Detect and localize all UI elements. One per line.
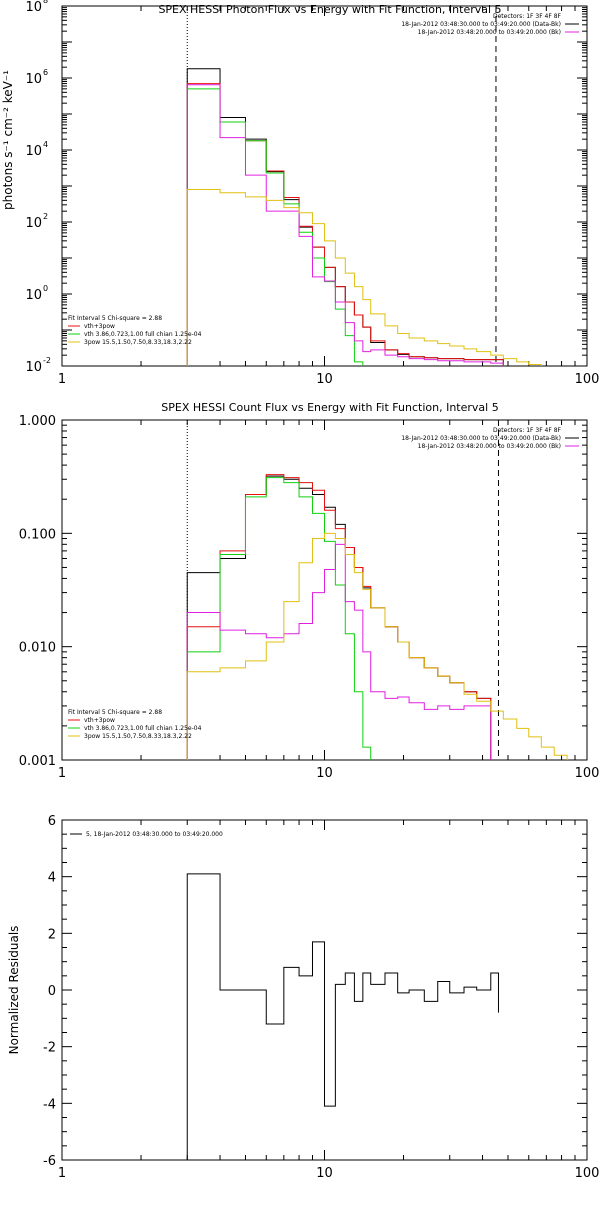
series-vth-3pow-line: [186, 474, 492, 760]
series-group-2: [186, 873, 499, 1160]
photon-flux-panel: SPEX HESSI Photon Flux vs Energy with Fi…: [1, 0, 599, 387]
fit-summary-text: Fit Interval 5 Chi-square = 2.88: [68, 315, 162, 322]
series-3pow-line: [186, 188, 542, 366]
residuals-panel: Normalized Residuals 1 10 100 -6 -4 -2 0 2 4 6 5, …: [7, 814, 599, 1181]
fit-summary-text: Fit Interval 5 Chi-square = 2.88: [68, 709, 162, 716]
legend-entry-text: 18-Jan-2012 03:48:30.000 to 03:49:20.000…: [401, 21, 561, 28]
y-tick-label: -6: [43, 1154, 56, 1169]
series-group-0: [186, 68, 542, 366]
legend-entry-text: 5, 18-Jan-2012 03:48:30.000 to 03:49:20.…: [86, 831, 223, 838]
y-tick-label-exponent: 0: [43, 284, 48, 293]
y-tick-label: -2: [43, 1041, 56, 1056]
legend-entry-text: vth+3pow: [84, 323, 115, 330]
legend-entry-text: Detectors: 1F 3F 4F 8F: [493, 13, 562, 20]
series-data-bk-line: [186, 475, 492, 760]
legend-entry-text: 18-Jan-2012 03:48:20.000 to 03:49:20.000…: [418, 443, 561, 450]
x-tick-label: 100: [575, 1166, 600, 1181]
y-tick-label-exponent: 8: [43, 0, 48, 5]
count-flux-title: SPEX HESSI Count Flux vs Energy with Fit…: [161, 401, 498, 414]
y-tick-label-exponent: -2: [43, 356, 51, 365]
x-tick-label: 10: [316, 372, 333, 387]
y-tick-label: 0.001: [19, 754, 56, 769]
y-tick-label-base: 10: [25, 216, 42, 231]
legend-entry-text: 3pow 15.5,1.50,7.50,8.33,18.3,2.22: [84, 339, 192, 346]
y-tick-label-base: 10: [25, 144, 42, 159]
legend-entry-text: vth+3pow: [84, 717, 115, 724]
series-bk-line: [186, 84, 504, 366]
y-tick-label: 4: [48, 871, 56, 886]
y-tick-label-exponent: 2: [43, 212, 48, 221]
y-tick-label-exponent: 6: [43, 68, 48, 77]
y-tick-label: 0.010: [19, 641, 56, 656]
y-tick-label-base: 10: [25, 0, 42, 15]
x-tick-label: 1: [58, 766, 66, 781]
x-tick-label: 10: [316, 1166, 333, 1181]
y-tick-label: -4: [43, 1097, 56, 1112]
y-tick-label: 0: [48, 984, 56, 999]
x-tick-label: 1: [58, 372, 66, 387]
series-group-1: [186, 474, 568, 760]
series-3pow-line: [186, 532, 568, 760]
legend-entry-text: Detectors: 1F 3F 4F 8F: [493, 427, 562, 434]
legend-entry-text: 18-Jan-2012 03:48:20.000 to 03:49:20.000…: [418, 29, 561, 36]
legend-entry-text: vth 3.86,0.723,1.00 full chian 1.25e-04: [84, 331, 202, 338]
legend-entry-text: 3pow 15.5,1.50,7.50,8.33,18.3,2.22: [84, 733, 192, 740]
y-tick-label: 6: [48, 814, 56, 829]
x-tick-label: 10: [316, 766, 333, 781]
y-tick-label: 2: [48, 927, 56, 942]
photon-flux-y-axis-label: photons s⁻¹ cm⁻² keV⁻¹: [1, 70, 15, 210]
count-flux-panel: SPEX HESSI Count Flux vs Energy with Fit…: [19, 401, 600, 781]
legend-entry-text: vth 3.86,0.723,1.00 full chian 1.25e-04: [84, 725, 202, 732]
y-tick-label-base: 10: [25, 72, 42, 87]
series-vth-line: [186, 477, 372, 760]
series-bk-line: [186, 543, 492, 760]
y-tick-label-base: 10: [25, 360, 42, 375]
y-tick-label: 0.100: [19, 527, 56, 542]
legend-entry-text: 18-Jan-2012 03:48:30.000 to 03:49:20.000…: [401, 435, 561, 442]
residuals-y-axis-label: Normalized Residuals: [7, 926, 21, 1055]
series-vth-line: [186, 88, 372, 366]
plot-frame-0: [61, 5, 588, 367]
y-tick-label-exponent: 4: [43, 140, 48, 149]
x-tick-label: 100: [575, 372, 600, 387]
series-residuals-line: [186, 873, 499, 1160]
y-tick-label-base: 10: [25, 288, 42, 303]
x-tick-label: 100: [575, 766, 600, 781]
x-tick-label: 1: [58, 1166, 66, 1181]
y-tick-label: 1.000: [19, 414, 56, 429]
